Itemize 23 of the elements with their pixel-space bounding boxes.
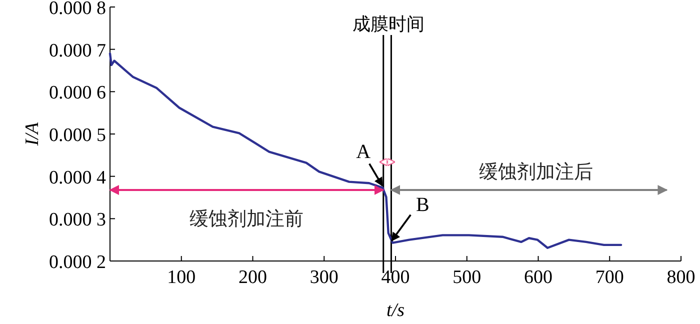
- y-tick-label: 0.000 3: [49, 210, 106, 231]
- x-tick-label: 600: [524, 267, 552, 288]
- y-tick-label: 0.000 5: [49, 125, 106, 146]
- x-tick-label: 700: [595, 267, 624, 288]
- x-tick-label: 800: [666, 267, 696, 288]
- y-tick-label: 0.000 2: [49, 252, 106, 273]
- x-tick-label: 300: [310, 267, 338, 288]
- x-tick-label: 400: [381, 267, 410, 288]
- line-series: [108, 52, 622, 249]
- annotation: B: [416, 194, 430, 216]
- annotation: 缓蚀剂加注前: [190, 208, 304, 230]
- annotation: A: [356, 140, 372, 163]
- x-tick-label: 500: [452, 267, 482, 288]
- x-axis-title: t/s: [386, 300, 404, 321]
- y-tick-label: 0.000 7: [49, 40, 106, 62]
- annotation: 缓蚀剂加注后: [479, 161, 594, 183]
- x-tick-label: 100: [167, 267, 196, 288]
- y-tick-label: 0.000 6: [49, 82, 106, 104]
- y-tick-label: 0.000 8: [49, 0, 106, 19]
- y-axis-title: I/A: [22, 122, 43, 147]
- ref-line-label: 成膜时间: [352, 14, 424, 34]
- y-tick-label: 0.000 4: [49, 167, 106, 188]
- x-tick-label: 200: [238, 267, 267, 288]
